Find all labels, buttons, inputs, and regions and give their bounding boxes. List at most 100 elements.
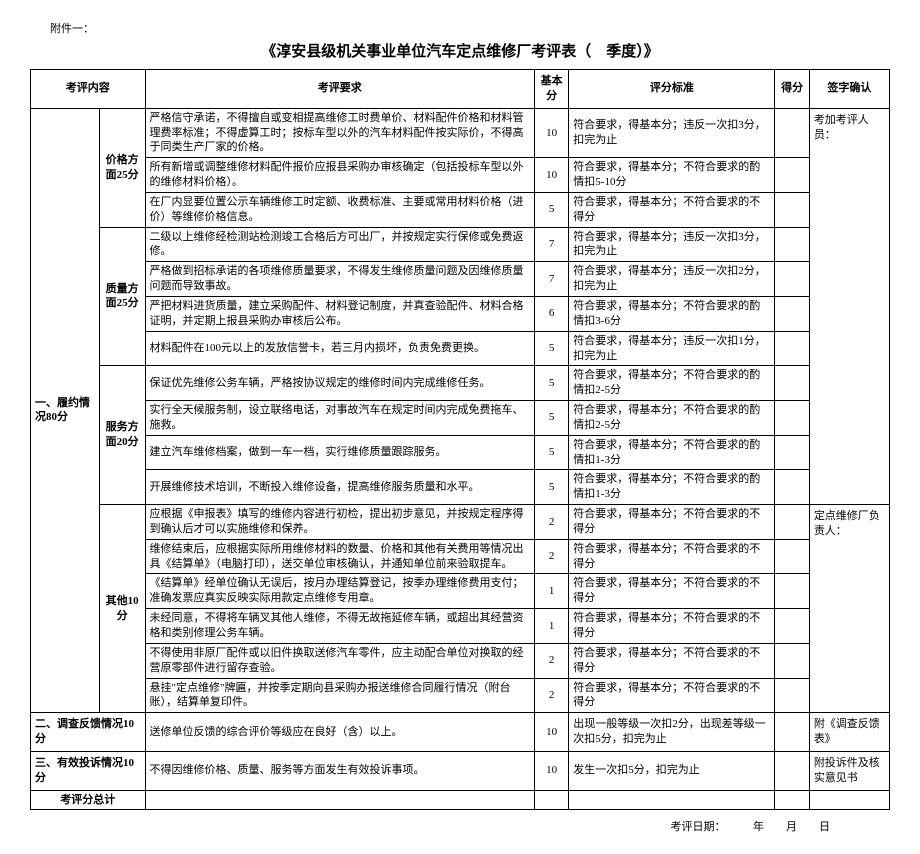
std-cell: 发生一次扣5分，扣完为止	[569, 751, 775, 790]
sign-mid: 定点维修厂负责人：	[809, 505, 889, 713]
score-cell	[775, 643, 809, 678]
table-row: 材料配件在100元以上的发放信誉卡，若三月内损坏，负责免费更换。 5 符合要求，…	[31, 331, 890, 366]
req-cell: 悬挂"定点维修"牌匾，并按季定期向县采购办报送维修合同履行情况（附台账），结算单…	[145, 678, 534, 713]
std-cell: 符合要求，得基本分；不符合要求的不得分	[569, 539, 775, 574]
evaluation-table: 考评内容 考评要求 基本分 评分标准 得分 签字确认 一、履约情况80分 价格方…	[30, 69, 890, 810]
req-cell: 不得使用非原厂配件或以旧件换取送修汽车零件，应主动配合单位对换取的经营原零部件进…	[145, 643, 534, 678]
std-cell: 符合要求，得基本分；不符合要求的不得分	[569, 505, 775, 540]
req-cell: 实行全天候服务制，设立联络电话，对事故汽车在规定时间内完成免费拖车、施救。	[145, 401, 534, 436]
req-cell: 二级以上维修经检测站检测竣工合格后方可出厂，并按规定实行保修或免费返修。	[145, 227, 534, 262]
std-cell: 符合要求，得基本分；不符合要求的不得分	[569, 643, 775, 678]
score-cell	[775, 108, 809, 158]
table-row: 不得使用非原厂配件或以旧件换取送修汽车零件，应主动配合单位对换取的经营原零部件进…	[31, 643, 890, 678]
std-cell: 符合要求，得基本分；不符合要求的酌情扣3-6分	[569, 296, 775, 331]
table-row: 实行全天候服务制，设立联络电话，对事故汽车在规定时间内完成免费拖车、施救。 5 …	[31, 401, 890, 436]
base-cell: 1	[534, 574, 568, 609]
std-cell	[569, 790, 775, 810]
req-cell: 所有新增或调整维修材料配件报价应报县采购办审核确定（包括投标车型以外的维修材料价…	[145, 158, 534, 193]
base-cell: 1	[534, 609, 568, 644]
req-cell: 不得因维修价格、质量、服务等方面发生有效投诉事项。	[145, 751, 534, 790]
score-cell	[775, 296, 809, 331]
std-cell: 符合要求，得基本分；不符合要求的不得分	[569, 574, 775, 609]
base-cell: 10	[534, 713, 568, 752]
base-cell: 6	[534, 296, 568, 331]
std-cell: 符合要求，得基本分；违反一次扣2分，扣完为止	[569, 262, 775, 297]
score-cell	[775, 331, 809, 366]
std-cell: 符合要求，得基本分；不符合要求的酌情扣1-3分	[569, 470, 775, 505]
req-cell: 严格信守承诺，不得擅自或变相提高维修工时费单价、材料配件价格和材料管理费率标准；…	[145, 108, 534, 158]
table-row: 严格做到招标承诺的各项维修质量要求，不得发生维修质量问题及因维修质量问题而导致事…	[31, 262, 890, 297]
hdr-base: 基本分	[534, 70, 568, 109]
std-cell: 符合要求，得基本分；违反一次扣1分，扣完为止	[569, 331, 775, 366]
base-cell: 5	[534, 470, 568, 505]
sign-cell: 附《调查反馈表》	[809, 713, 889, 752]
req-cell: 在厂内显要位置公示车辆维修工时定额、收费标准、主要或常用材料价格（进价）等维修价…	[145, 192, 534, 227]
sub-price: 价格方面25分	[99, 108, 145, 227]
base-cell: 2	[534, 505, 568, 540]
survey-label: 二、调查反馈情况10分	[31, 713, 146, 752]
req-cell: 送修单位反馈的综合评价等级应在良好（含）以上。	[145, 713, 534, 752]
hdr-score: 得分	[775, 70, 809, 109]
std-cell: 符合要求，得基本分；不符合要求的酌情扣2-5分	[569, 366, 775, 401]
table-row: 建立汽车维修档案，做到一车一档，实行维修质量跟踪服务。 5 符合要求，得基本分；…	[31, 435, 890, 470]
base-cell: 7	[534, 227, 568, 262]
score-cell	[775, 401, 809, 436]
std-cell: 符合要求，得基本分；不符合要求的不得分	[569, 678, 775, 713]
sub-service: 服务方面20分	[99, 366, 145, 505]
hdr-content: 考评内容	[31, 70, 146, 109]
row-complaint: 三、有效投诉情况10分 不得因维修价格、质量、服务等方面发生有效投诉事项。 10…	[31, 751, 890, 790]
std-cell: 符合要求，得基本分；不符合要求的酌情扣5-10分	[569, 158, 775, 193]
std-cell: 符合要求，得基本分；不符合要求的不得分	[569, 192, 775, 227]
req-cell: 保证优先维修公务车辆，严格按协议规定的维修时间内完成维修任务。	[145, 366, 534, 401]
page-title: 《淳安县级机关事业单位汽车定点维修厂考评表（ 季度）》	[30, 40, 890, 61]
req-cell: 应根据《申报表》填写的维修内容进行初检，提出初步意见，并按规定程序得到确认后才可…	[145, 505, 534, 540]
score-cell	[775, 713, 809, 752]
score-cell	[775, 751, 809, 790]
base-cell: 10	[534, 751, 568, 790]
score-cell	[775, 609, 809, 644]
total-label: 考评分总计	[31, 790, 146, 810]
sub-other: 其他10分	[99, 505, 145, 713]
base-cell: 10	[534, 108, 568, 158]
sub-quality: 质量方面25分	[99, 227, 145, 366]
complaint-label: 三、有效投诉情况10分	[31, 751, 146, 790]
score-cell	[775, 470, 809, 505]
score-cell	[775, 366, 809, 401]
score-cell	[775, 539, 809, 574]
req-cell: 开展维修技术培训，不断投入维修设备，提高维修服务质量和水平。	[145, 470, 534, 505]
cat1-label: 一、履约情况80分	[31, 108, 100, 713]
base-cell: 2	[534, 539, 568, 574]
std-cell: 符合要求，得基本分；不符合要求的酌情扣1-3分	[569, 435, 775, 470]
req-cell: 《结算单》经单位确认无误后，按月办理结算登记，按季办理维修费用支付；准确发票应真…	[145, 574, 534, 609]
sign-top: 考加考评人员：	[809, 108, 889, 504]
base-cell: 2	[534, 678, 568, 713]
table-row: 悬挂"定点维修"牌匾，并按季定期向县采购办报送维修合同履行情况（附台账），结算单…	[31, 678, 890, 713]
footer-date: 考评日期： 年 月 日	[30, 818, 890, 834]
std-cell: 符合要求，得基本分；违反一次扣3分，扣完为止	[569, 108, 775, 158]
score-cell	[775, 192, 809, 227]
table-row: 其他10分 应根据《申报表》填写的维修内容进行初检，提出初步意见，并按规定程序得…	[31, 505, 890, 540]
base-cell: 5	[534, 331, 568, 366]
req-cell: 材料配件在100元以上的发放信誉卡，若三月内损坏，负责免费更换。	[145, 331, 534, 366]
base-cell: 7	[534, 262, 568, 297]
sign-cell: 附投诉件及核实意见书	[809, 751, 889, 790]
base-cell	[534, 790, 568, 810]
score-cell	[775, 790, 809, 810]
score-cell	[775, 678, 809, 713]
std-cell: 符合要求，得基本分；不符合要求的酌情扣2-5分	[569, 401, 775, 436]
std-cell: 出现一般等级一次扣2分，出现差等级一次扣5分，扣完为止	[569, 713, 775, 752]
score-cell	[775, 574, 809, 609]
base-cell: 5	[534, 366, 568, 401]
table-row: 一、履约情况80分 价格方面25分 严格信守承诺，不得擅自或变相提高维修工时费单…	[31, 108, 890, 158]
sign-cell	[809, 790, 889, 810]
table-row: 开展维修技术培训，不断投入维修设备，提高维修服务质量和水平。 5 符合要求，得基…	[31, 470, 890, 505]
table-row: 维修结束后，应根据实际所用维修材料的数量、价格和其他有关费用等情况出具《结算单》…	[31, 539, 890, 574]
req-cell: 建立汽车维修档案，做到一车一档，实行维修质量跟踪服务。	[145, 435, 534, 470]
req-cell	[145, 790, 534, 810]
row-total: 考评分总计	[31, 790, 890, 810]
base-cell: 5	[534, 401, 568, 436]
score-cell	[775, 505, 809, 540]
row-survey: 二、调查反馈情况10分 送修单位反馈的综合评价等级应在良好（含）以上。 10 出…	[31, 713, 890, 752]
hdr-standard: 评分标准	[569, 70, 775, 109]
table-row: 在厂内显要位置公示车辆维修工时定额、收费标准、主要或常用材料价格（进价）等维修价…	[31, 192, 890, 227]
